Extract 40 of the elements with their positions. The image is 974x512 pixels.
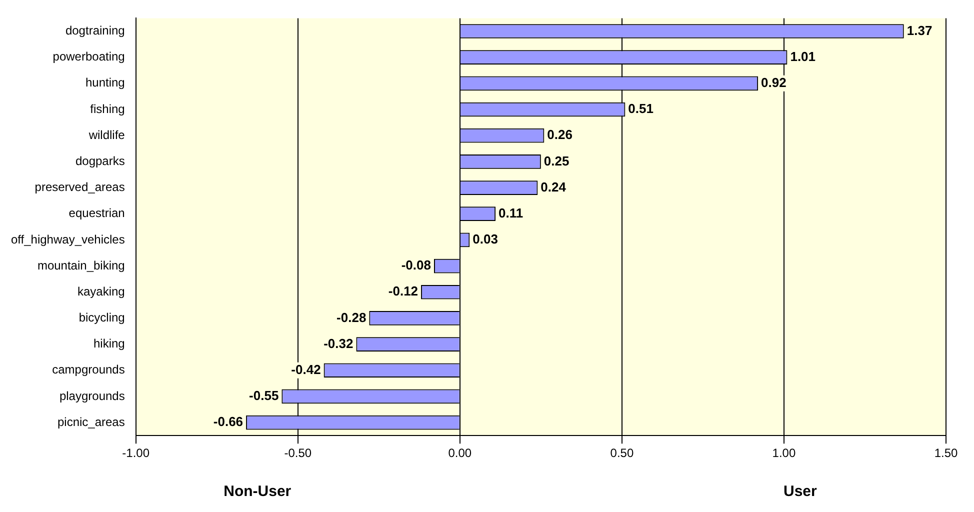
y-tick-label: preserved_areas [34,180,125,194]
data-label: 0.03 [472,232,498,247]
y-tick-label: playgrounds [59,388,125,403]
data-label: 0.24 [540,179,567,194]
data-label: -0.08 [401,258,431,273]
x-tick-label: -0.50 [284,446,312,460]
data-label: 0.92 [761,74,786,90]
x-tick-label: 1.00 [772,446,796,460]
data-label: 0.51 [628,101,654,116]
y-tick-label: dogtraining [65,24,125,38]
x-tick-label: 0.50 [610,446,634,460]
y-tick-label: picnic_areas [57,414,125,429]
y-tick-label: fishing [90,102,125,116]
y-tick-label: bicycling [78,310,125,325]
data-label: 0.26 [547,127,572,142]
data-label: 0.25 [544,153,570,168]
data-label: 1.37 [906,22,932,38]
text: Non-User [224,483,292,500]
y-tick-label: mountain_biking [37,258,125,272]
y-tick-label: kayaking [77,284,125,298]
data-label: -0.28 [336,310,366,325]
data-label: 0.11 [498,205,524,220]
y-tick-label: powerboating [52,50,125,64]
data-label: -0.55 [249,388,279,404]
data-label: -0.12 [388,284,418,299]
y-tick-label: hiking [93,336,125,351]
y-tick-label: hunting [85,76,125,90]
y-tick-label: wildlife [88,128,126,142]
y-tick-label: off_highway_vehicles [10,232,125,246]
x-tick-label: 1.50 [934,446,958,460]
data-label: -0.66 [213,414,244,430]
y-tick-label: equestrian [68,206,125,220]
data-label: -0.42 [291,362,321,377]
text: User [783,483,818,500]
y-tick-label: campgrounds [52,362,125,377]
x-tick-label: -1.00 [122,446,150,460]
data-label: 1.01 [790,48,816,64]
y-tick-label: dogparks [75,154,125,168]
data-label: -0.32 [324,336,354,351]
x-tick-label: 0.00 [448,446,472,460]
